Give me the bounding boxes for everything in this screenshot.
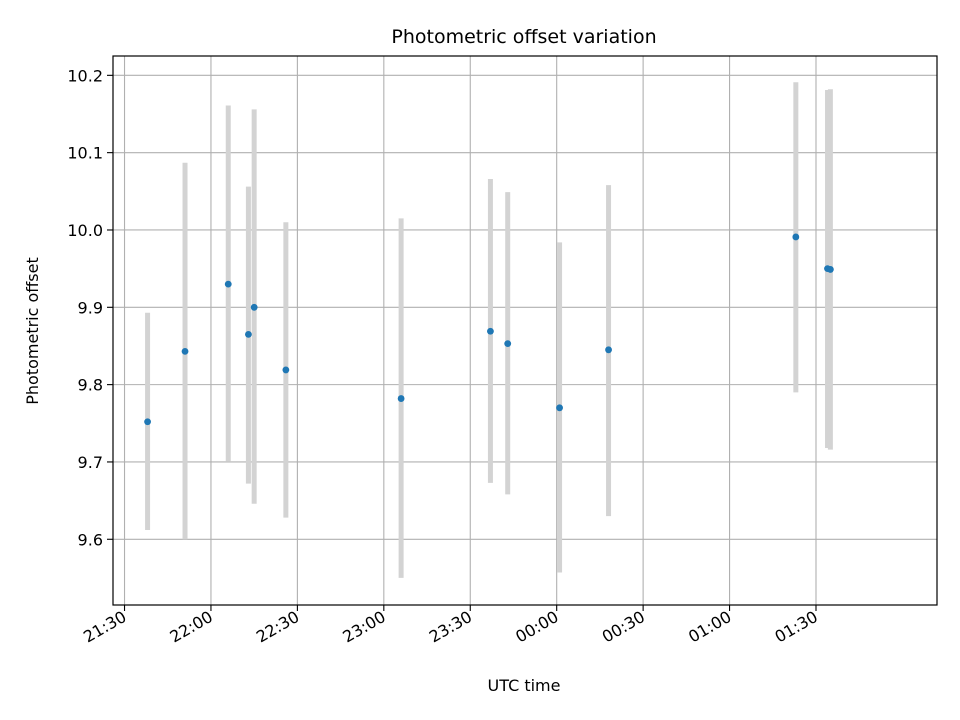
data-point (224, 280, 232, 288)
data-point (792, 233, 800, 241)
y-tick-label: 9.8 (78, 376, 103, 395)
data-point (605, 346, 612, 354)
data-point (245, 330, 252, 338)
data-point (144, 418, 151, 426)
y-tick-label: 9.9 (78, 298, 103, 317)
data-point (282, 366, 290, 374)
data-point (487, 327, 494, 335)
data-point (504, 340, 512, 348)
y-tick-label: 10.2 (67, 66, 103, 85)
y-tick-label: 10.0 (67, 221, 103, 240)
plot-frame (112, 55, 938, 606)
data-point (250, 303, 258, 311)
data-point (556, 404, 563, 412)
x-axis-title: UTC time (488, 676, 561, 695)
data-point (826, 266, 834, 273)
y-tick-label: 9.6 (78, 530, 103, 549)
y-tick-label: 9.7 (78, 453, 103, 472)
y-axis-title: Photometric offset (23, 257, 42, 405)
data-point (181, 347, 189, 355)
chart-title: Photometric offset variation (391, 26, 656, 48)
y-tick-label: 10.1 (67, 144, 103, 163)
grid (113, 56, 937, 605)
data-points (144, 233, 834, 426)
data-point (397, 395, 405, 402)
y-axis-ticks: 9.6 9.7 9.8 9.9 10.0 10.1 10.2 (67, 66, 113, 549)
